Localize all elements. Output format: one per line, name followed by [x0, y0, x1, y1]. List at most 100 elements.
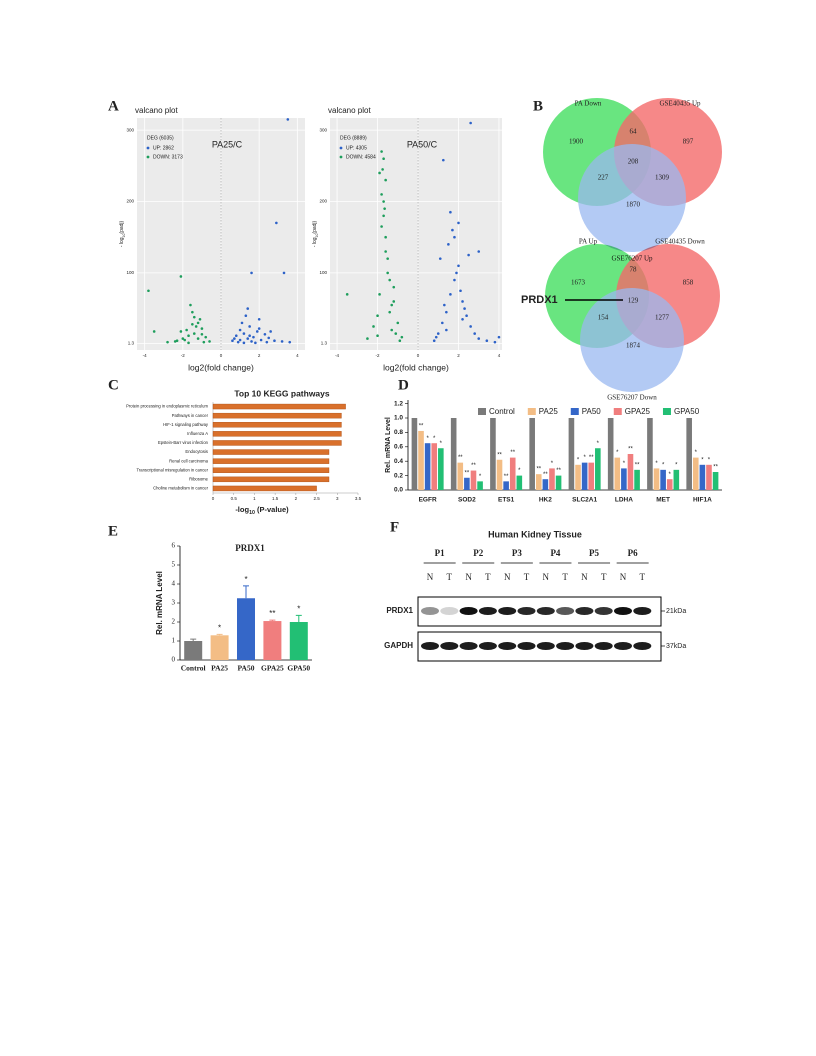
lane-label: T: [447, 572, 453, 582]
chart-title: valcano plot: [328, 106, 371, 115]
point: [392, 285, 396, 289]
point: [380, 225, 383, 228]
point: [250, 340, 253, 343]
label-part: (padj): [119, 220, 125, 233]
x-tick-label: 0.5: [231, 496, 238, 501]
bar: [212, 449, 330, 455]
legend-label: UP: 4305: [346, 145, 367, 151]
x-tick-label: -4: [143, 353, 147, 358]
legend-label: DOWN: 4584: [346, 154, 376, 160]
significance: **: [419, 424, 424, 430]
band: [556, 607, 575, 615]
band: [614, 642, 632, 650]
bar: [212, 431, 342, 437]
bar: [289, 622, 308, 660]
y-tick-label: 0.6: [394, 444, 403, 451]
bar: [542, 479, 549, 490]
legend-label: Control: [489, 407, 515, 416]
point: [436, 332, 440, 335]
point: [378, 293, 381, 296]
point: [252, 335, 255, 339]
point: [453, 278, 456, 282]
y-tick-label: 300: [126, 127, 134, 132]
lane-label: T: [601, 572, 607, 582]
point: [242, 341, 246, 345]
point: [267, 336, 271, 340]
legend-label: GPA50: [674, 407, 700, 416]
y-tick-label: 0.0: [394, 487, 403, 494]
point: [280, 340, 284, 343]
x-tick-label: EGFR: [419, 497, 437, 504]
y-tick-label: 1.3: [128, 341, 135, 346]
band: [575, 642, 594, 650]
bar: [490, 418, 496, 490]
band: [498, 642, 517, 650]
point: [438, 257, 442, 260]
y-axis-label: Rel. mRNA Level: [385, 417, 392, 473]
point: [238, 338, 242, 342]
x-tick-label: -2: [376, 353, 380, 358]
lane-label: T: [485, 572, 491, 582]
label-sub: 10: [122, 234, 126, 238]
point: [202, 340, 206, 344]
y-tick-label: Ribosome: [189, 476, 209, 481]
point: [179, 330, 183, 333]
point: [378, 171, 381, 175]
significance: **: [497, 452, 502, 458]
venn-count: 1277: [655, 314, 670, 322]
legend-swatch: [527, 408, 536, 415]
x-axis-label: -log10 (P-value): [235, 505, 289, 516]
venn-circle: [578, 144, 686, 252]
venn-count: 1673: [571, 279, 586, 287]
x-tick-label: GPA50: [287, 664, 310, 673]
x-axis-label: log2(fold change): [188, 362, 254, 372]
x-tick-label: 4: [498, 353, 501, 358]
band: [459, 642, 478, 650]
blot: P1 N T P2 N T P3 N T P4 N T P5 N T P6 N T PRDX1 21kDa GAPDH 3…: [384, 548, 686, 650]
significance: **: [713, 465, 718, 471]
y-tick-label: 0.4: [394, 458, 403, 465]
callout-label: PRDX1: [521, 294, 558, 306]
point: [187, 341, 190, 345]
point: [467, 253, 470, 257]
significance: *: [695, 450, 698, 456]
x-tick-label: 2: [457, 353, 460, 358]
label-sub: 10: [315, 234, 319, 238]
venn-count: 858: [683, 279, 694, 287]
bar: [555, 475, 562, 490]
point: [173, 340, 177, 343]
bar: [212, 403, 346, 410]
bar: [418, 430, 424, 490]
band: [594, 607, 613, 615]
band: [440, 642, 459, 650]
band: [614, 607, 632, 615]
point: [469, 325, 472, 328]
bar: [503, 481, 509, 490]
y-axis-label: - log10(padj): [119, 220, 126, 247]
y-tick-label: 2: [172, 618, 176, 626]
bar: [595, 448, 601, 490]
point: [451, 228, 454, 232]
bar: [509, 457, 516, 490]
venn-count: 64: [630, 128, 638, 136]
point: [388, 310, 391, 314]
y-tick-label: 5: [172, 561, 176, 569]
point: [255, 330, 259, 333]
bar: [621, 468, 627, 490]
y-tick-label: 1.2: [394, 400, 403, 407]
x-tick-label: 2.5: [313, 496, 320, 501]
bar: [411, 418, 418, 490]
point: [455, 271, 458, 275]
legend-title: DEG (6035): [147, 135, 174, 141]
significance: **: [556, 468, 561, 474]
bar: [263, 621, 282, 660]
point: [463, 307, 466, 310]
significance: *: [708, 457, 711, 463]
bar: [529, 418, 535, 490]
legend-label: UP: 2862: [153, 145, 174, 151]
point: [432, 339, 436, 343]
y-tick-label: Renal cell carcinoma: [169, 458, 209, 463]
point: [183, 338, 187, 342]
label-part: (padj): [312, 220, 318, 233]
